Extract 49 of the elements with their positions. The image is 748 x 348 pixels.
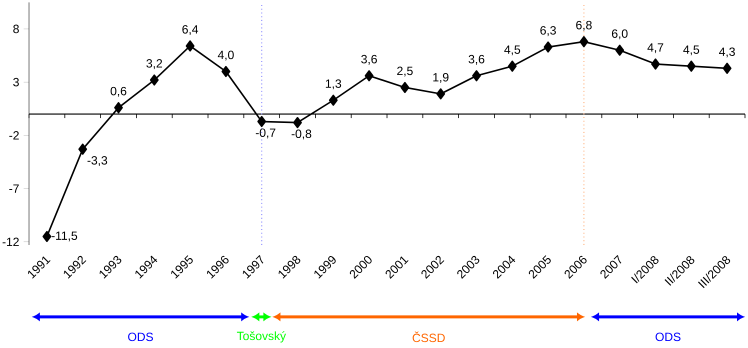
data-label: 1,3 xyxy=(326,79,342,90)
data-label: 4,3 xyxy=(719,47,735,58)
data-label: -0,8 xyxy=(292,130,312,140)
data-label: 6,8 xyxy=(576,20,592,31)
data-label: 4,5 xyxy=(683,45,700,56)
data-label: 4,0 xyxy=(218,50,234,61)
data-label: 6,3 xyxy=(540,26,556,36)
y-tick-label: -12 xyxy=(2,238,19,246)
y-tick-label: 8 xyxy=(13,24,19,34)
point xyxy=(544,41,553,53)
y-tick-label: -2 xyxy=(9,131,19,140)
data-label: 0,6 xyxy=(110,86,126,97)
point xyxy=(651,58,660,70)
point xyxy=(328,94,338,106)
point xyxy=(472,70,481,82)
data-label: 3,6 xyxy=(468,54,484,65)
text: ČSSD xyxy=(412,332,445,342)
text: Tošovský xyxy=(236,331,286,343)
data-label: 3,2 xyxy=(146,59,162,70)
text: ODS xyxy=(128,332,153,342)
point xyxy=(150,74,159,86)
point xyxy=(615,44,624,56)
data-label: -11,5 xyxy=(52,232,78,242)
point xyxy=(364,70,374,82)
text: ODS xyxy=(656,332,680,342)
point xyxy=(722,62,732,74)
point xyxy=(186,40,195,52)
point xyxy=(686,60,696,72)
point xyxy=(580,36,588,48)
point xyxy=(42,230,52,242)
point xyxy=(222,66,230,78)
data-label: -3,3 xyxy=(88,156,108,166)
point xyxy=(78,144,88,155)
point xyxy=(257,116,266,128)
data-label: 4,7 xyxy=(647,43,664,54)
data-label: 2,5 xyxy=(397,66,413,77)
y-tick-label: 3 xyxy=(13,78,19,86)
point xyxy=(293,116,302,128)
data-label: 4,5 xyxy=(504,45,520,56)
point xyxy=(508,60,517,72)
point xyxy=(114,102,123,114)
point xyxy=(400,82,410,94)
y-tick-label: -7 xyxy=(9,184,19,193)
data-label: 3,6 xyxy=(361,54,377,65)
data-label: 6,4 xyxy=(182,25,198,36)
data-label: 1,9 xyxy=(433,73,448,83)
data-label: -0,7 xyxy=(256,128,276,138)
data-label: 6,0 xyxy=(612,29,628,40)
point xyxy=(436,88,446,100)
